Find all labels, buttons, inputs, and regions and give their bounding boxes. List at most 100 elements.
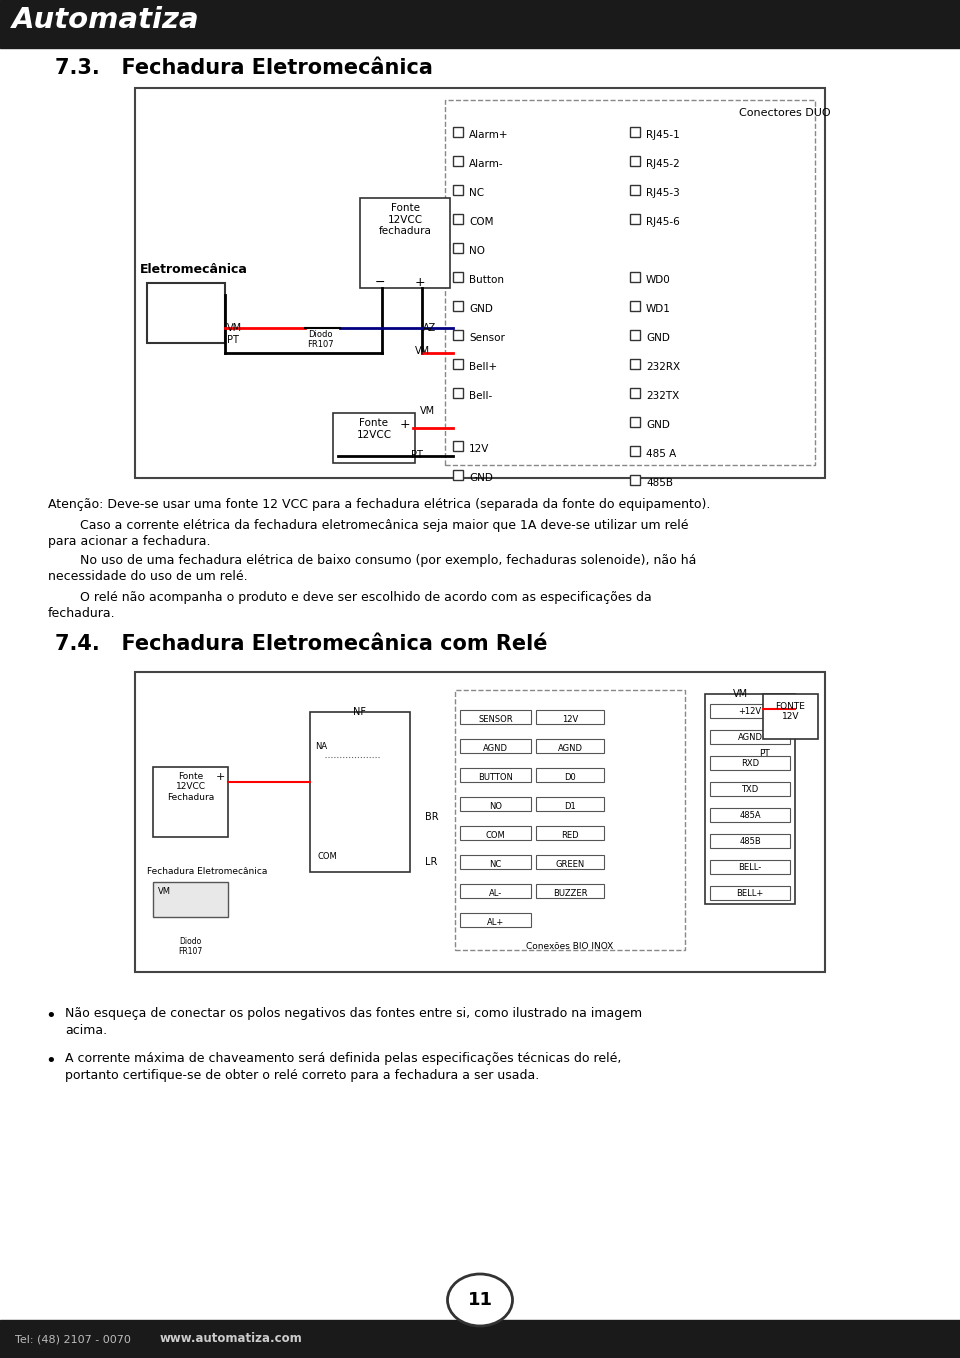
Bar (460, 769, 531, 782)
Text: 7.3.   Fechadura Eletromecânica: 7.3. Fechadura Eletromecânica (55, 58, 433, 77)
Bar (455, 690, 685, 951)
Bar (460, 826, 531, 841)
Text: Fechadura Eletromecânica: Fechadura Eletromecânica (147, 866, 268, 876)
Bar (333, 413, 415, 463)
Bar (630, 301, 640, 311)
Text: GND: GND (646, 333, 670, 344)
Text: VM: VM (227, 323, 242, 333)
Bar (460, 913, 531, 928)
Text: 232TX: 232TX (646, 391, 680, 401)
Text: 7.4.   Fechadura Eletromecânica com Relé: 7.4. Fechadura Eletromecânica com Relé (55, 634, 547, 655)
Bar (445, 100, 815, 464)
Text: RJ45-2: RJ45-2 (646, 159, 680, 168)
Text: TXD: TXD (741, 785, 758, 794)
Text: Diodo
FR107: Diodo FR107 (179, 937, 203, 956)
Text: +: + (215, 771, 225, 782)
Text: FONTE
12V: FONTE 12V (776, 702, 805, 721)
Bar (453, 441, 463, 451)
Text: A corrente máxima de chaveamento será definida pelas especificações técnicas do : A corrente máxima de chaveamento será de… (65, 1052, 621, 1065)
Bar (453, 359, 463, 369)
Bar (536, 826, 604, 841)
Bar (147, 282, 225, 344)
Bar (536, 856, 604, 869)
Text: WD0: WD0 (646, 276, 671, 285)
Text: 12V: 12V (469, 444, 490, 454)
Bar (460, 710, 531, 724)
Bar (453, 388, 463, 398)
Bar (153, 881, 228, 917)
Bar (763, 694, 818, 739)
Text: PT: PT (759, 750, 770, 758)
Text: GND: GND (646, 420, 670, 430)
Bar (453, 243, 463, 253)
Bar (630, 215, 640, 224)
Text: RJ45-3: RJ45-3 (646, 187, 680, 198)
Text: Conexões BIO INOX: Conexões BIO INOX (526, 942, 613, 951)
Bar (630, 128, 640, 137)
Text: Tel: (48) 2107 - 0070: Tel: (48) 2107 - 0070 (15, 1334, 131, 1344)
Bar (710, 808, 790, 822)
Text: BELL-: BELL- (738, 862, 761, 872)
Text: RED: RED (562, 831, 579, 841)
Text: Eletromecânica: Eletromecânica (140, 263, 248, 276)
Bar (310, 712, 410, 872)
Bar (135, 88, 825, 478)
Text: 485B: 485B (646, 478, 673, 488)
Bar (453, 215, 463, 224)
Bar (0, 1320, 960, 1358)
Text: portanto certifique-se de obter o relé correto para a fechadura a ser usada.: portanto certifique-se de obter o relé c… (65, 1069, 540, 1082)
Text: BELL+: BELL+ (736, 889, 763, 898)
Text: AGND: AGND (483, 744, 508, 752)
Bar (630, 388, 640, 398)
Bar (0, 0, 960, 48)
Text: No uso de uma fechadura elétrica de baixo consumo (por exemplo, fechaduras solen: No uso de uma fechadura elétrica de baix… (48, 554, 696, 568)
Bar (536, 884, 604, 898)
Text: D0: D0 (564, 773, 576, 782)
Text: Bell-: Bell- (469, 391, 492, 401)
Text: AL-: AL- (489, 889, 502, 898)
Text: fechadura.: fechadura. (48, 607, 115, 619)
Text: LR: LR (425, 857, 438, 866)
Text: AGND: AGND (737, 733, 762, 741)
Text: Automatiza: Automatiza (12, 5, 200, 34)
Text: BUZZER: BUZZER (553, 889, 588, 898)
Text: COM: COM (318, 851, 338, 861)
Text: Fonte
12VCC: Fonte 12VCC (356, 418, 392, 440)
Text: NF: NF (353, 708, 367, 717)
Text: Fonte
12VCC
Fechadura: Fonte 12VCC Fechadura (167, 771, 214, 801)
Text: VM: VM (420, 406, 435, 416)
Bar (710, 860, 790, 875)
Bar (453, 470, 463, 479)
Text: Sensor: Sensor (469, 333, 505, 344)
Text: RJ45-6: RJ45-6 (646, 217, 680, 227)
Bar (536, 769, 604, 782)
Text: RJ45-1: RJ45-1 (646, 130, 680, 140)
Text: NC: NC (469, 187, 484, 198)
Text: Caso a corrente elétrica da fechadura eletromecânica seja maior que 1A deve-se u: Caso a corrente elétrica da fechadura el… (48, 519, 688, 532)
Text: •: • (45, 1052, 56, 1070)
Text: VM: VM (415, 346, 430, 356)
Bar (536, 739, 604, 752)
Text: Conectores DUO: Conectores DUO (739, 109, 830, 118)
Bar (710, 834, 790, 847)
Bar (453, 156, 463, 166)
Text: −: − (374, 276, 385, 289)
Text: Atenção: Deve-se usar uma fonte 12 VCC para a fechadura elétrica (separada da fo: Atenção: Deve-se usar uma fonte 12 VCC p… (48, 498, 710, 511)
Text: acima.: acima. (65, 1024, 108, 1038)
Bar (460, 739, 531, 752)
Text: Não esqueça de conectar os polos negativos das fontes entre si, como ilustrado n: Não esqueça de conectar os polos negativ… (65, 1008, 642, 1020)
Ellipse shape (447, 1274, 513, 1325)
Bar (710, 782, 790, 796)
Bar (710, 703, 790, 718)
Text: VM: VM (732, 689, 748, 699)
Bar (460, 797, 531, 811)
Bar (630, 359, 640, 369)
Text: Button: Button (469, 276, 504, 285)
Bar (453, 330, 463, 340)
Bar (360, 198, 450, 288)
Text: GND: GND (469, 304, 492, 314)
Text: +12V: +12V (738, 708, 761, 716)
Bar (710, 756, 790, 770)
Bar (453, 301, 463, 311)
Text: 11: 11 (468, 1291, 492, 1309)
